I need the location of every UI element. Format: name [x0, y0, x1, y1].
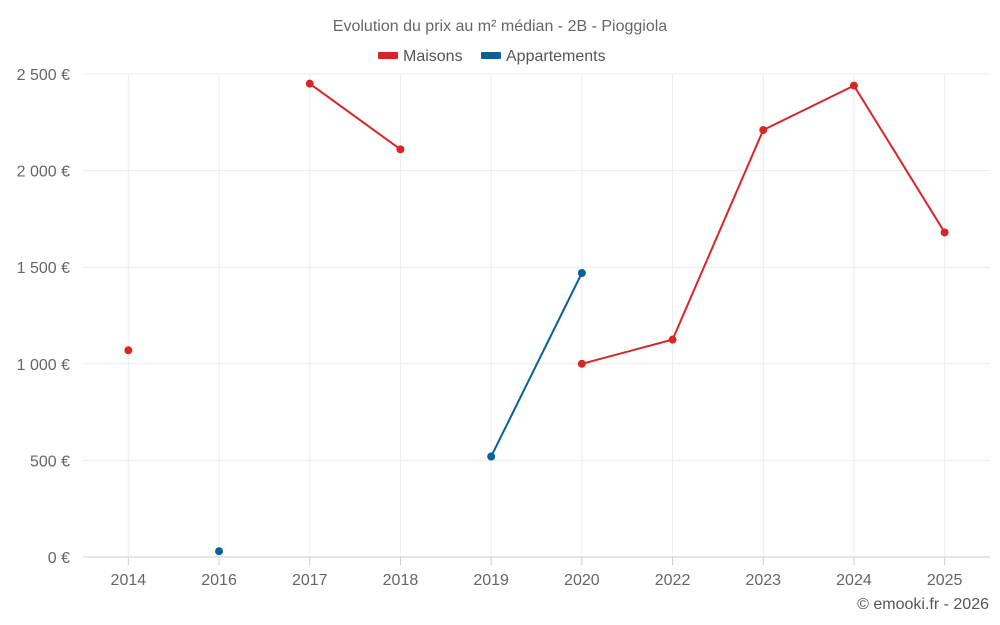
x-tick-label: 2024	[836, 572, 872, 589]
y-tick-label: 2 000 €	[17, 164, 70, 181]
legend-item-maisons[interactable]: Maisons	[378, 48, 463, 65]
series	[124, 79, 949, 556]
data-point-maisons[interactable]	[396, 145, 405, 154]
legend: Maisons Appartements	[378, 48, 606, 65]
data-point-appartements[interactable]	[215, 547, 224, 556]
grid	[83, 73, 990, 558]
legend-label-maisons: Maisons	[403, 48, 463, 65]
data-point-appartements[interactable]	[577, 268, 586, 277]
data-point-maisons[interactable]	[124, 346, 133, 355]
series-maisons	[124, 79, 949, 368]
y-tick-label: 2 500 €	[17, 67, 70, 84]
data-point-maisons[interactable]	[305, 79, 314, 88]
data-point-maisons[interactable]	[577, 359, 586, 368]
x-axis: 2014 2016 2017 2018 2019 2020 2022 2023 2024 2025	[111, 557, 963, 589]
legend-label-appartements: Appartements	[506, 48, 606, 65]
chart-title: Evolution du prix au m² médian - 2B - Pi…	[333, 18, 667, 35]
y-tick-label: 1 000 €	[17, 357, 70, 374]
series-appartements	[215, 268, 586, 556]
data-point-maisons[interactable]	[849, 81, 858, 90]
y-tick-label: 0 €	[48, 550, 70, 567]
x-tick-label: 2018	[383, 572, 419, 589]
x-tick-label: 2022	[655, 572, 691, 589]
y-tick-label: 500 €	[30, 453, 70, 470]
series-line-appartements	[490, 272, 583, 457]
y-axis: 0 € 500 € 1 000 € 1 500 € 2 000 € 2 500 €	[17, 67, 70, 567]
x-tick-label: 2017	[292, 572, 328, 589]
data-point-appartements[interactable]	[487, 452, 496, 461]
x-tick-label: 2023	[745, 572, 781, 589]
legend-swatch-appartements	[481, 52, 501, 59]
data-point-maisons[interactable]	[668, 335, 677, 344]
legend-swatch-maisons	[378, 52, 398, 59]
x-tick-label: 2019	[473, 572, 509, 589]
x-tick-label: 2025	[927, 572, 963, 589]
x-tick-label: 2016	[201, 572, 237, 589]
credit-text: © emooki.fr - 2026	[857, 596, 989, 613]
data-point-maisons[interactable]	[940, 228, 949, 237]
series-line-maisons	[309, 82, 402, 151]
y-tick-label: 1 500 €	[17, 260, 70, 277]
x-tick-label: 2020	[564, 572, 600, 589]
legend-item-appartements[interactable]: Appartements	[481, 48, 606, 65]
data-point-maisons[interactable]	[759, 126, 768, 135]
x-tick-label: 2014	[111, 572, 147, 589]
